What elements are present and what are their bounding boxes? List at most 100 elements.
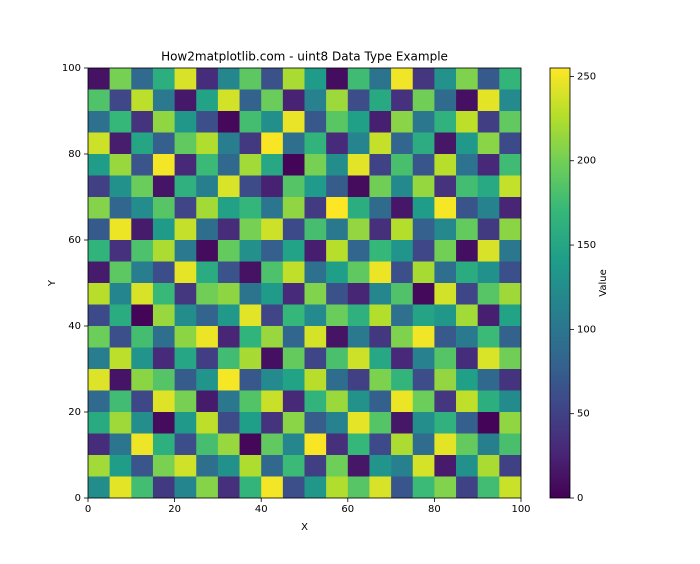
- heatmap-cell: [174, 175, 197, 198]
- heatmap-cell: [217, 89, 240, 112]
- heatmap-cell: [239, 283, 262, 305]
- heatmap-cell: [499, 261, 522, 284]
- heatmap-cell: [391, 111, 414, 133]
- heatmap-cell: [369, 175, 392, 198]
- heatmap-cell: [456, 261, 478, 284]
- heatmap-cell: [412, 68, 435, 90]
- heatmap-cell: [261, 433, 284, 456]
- heatmap-cell: [434, 283, 457, 305]
- heatmap-cell: [217, 455, 240, 477]
- heatmap-cell: [434, 197, 457, 219]
- heatmap-cell: [369, 347, 392, 370]
- heatmap-cell: [326, 68, 349, 90]
- heatmap-cell: [326, 304, 349, 327]
- y-tick-label: 0: [75, 493, 81, 504]
- heatmap-cell: [88, 304, 110, 327]
- heatmap-cell: [391, 412, 414, 434]
- x-tick-label: 0: [85, 504, 91, 515]
- heatmap-cell: [412, 111, 435, 133]
- heatmap-cell: [88, 175, 110, 198]
- heatmap-cell: [196, 455, 219, 477]
- heatmap-cell: [369, 412, 392, 434]
- heatmap-cell: [196, 412, 219, 434]
- heatmap-cell: [239, 154, 262, 176]
- heatmap-cell: [369, 283, 392, 305]
- heatmap-cell: [217, 476, 240, 499]
- heatmap-cell: [499, 369, 522, 391]
- heatmap-cell: [499, 175, 522, 198]
- heatmap-cell: [109, 240, 132, 262]
- heatmap-cell: [434, 347, 457, 370]
- heatmap-cell: [88, 390, 110, 413]
- heatmap-cell: [196, 304, 219, 327]
- heatmap-cell: [131, 476, 154, 499]
- heatmap-cell: [261, 197, 284, 219]
- heatmap-cell: [304, 218, 327, 241]
- heatmap-cell: [174, 326, 197, 348]
- heatmap-cell: [282, 326, 305, 348]
- heatmap-cell: [347, 89, 370, 112]
- heatmap-cell: [152, 154, 175, 176]
- heatmap-cell: [196, 347, 219, 370]
- heatmap-cell: [261, 304, 284, 327]
- heatmap-cell: [196, 68, 219, 90]
- heatmap-cell: [326, 218, 349, 241]
- heatmap-cell: [434, 433, 457, 456]
- heatmap-cell: [412, 175, 435, 198]
- heatmap-cell: [131, 197, 154, 219]
- heatmap-cell: [152, 283, 175, 305]
- heatmap-cell: [109, 476, 132, 499]
- heatmap-cell: [412, 240, 435, 262]
- heatmap-cell: [326, 261, 349, 284]
- heatmap-cell: [304, 240, 327, 262]
- heatmap-cell: [261, 111, 284, 133]
- heatmap-cell: [282, 154, 305, 176]
- heatmap-cell: [477, 326, 500, 348]
- heatmap-cell: [261, 347, 284, 370]
- heatmap-cell: [456, 433, 478, 456]
- heatmap-cell: [282, 347, 305, 370]
- heatmap-cell: [196, 433, 219, 456]
- heatmap-cell: [304, 326, 327, 348]
- heatmap-cell: [174, 89, 197, 112]
- heatmap-cell: [477, 175, 500, 198]
- heatmap-cell: [456, 412, 478, 434]
- heatmap-cell: [152, 132, 175, 155]
- heatmap-cell: [304, 68, 327, 90]
- heatmap-cell: [261, 132, 284, 155]
- heatmap-cell: [456, 476, 478, 499]
- heatmap-cell: [369, 197, 392, 219]
- heatmap-cell: [217, 369, 240, 391]
- heatmap-cell: [391, 154, 414, 176]
- heatmap-cell: [477, 369, 500, 391]
- heatmap-cell: [434, 218, 457, 241]
- heatmap-cell: [434, 132, 457, 155]
- heatmap-cell: [109, 154, 132, 176]
- heatmap-cell: [152, 240, 175, 262]
- heatmap-cell: [412, 369, 435, 391]
- heatmap-cell: [131, 175, 154, 198]
- heatmap-cell: [304, 111, 327, 133]
- heatmap-cell: [434, 412, 457, 434]
- heatmap-cell: [261, 390, 284, 413]
- heatmap-cell: [131, 89, 154, 112]
- heatmap-cell: [477, 218, 500, 241]
- heatmap-cell: [152, 369, 175, 391]
- heatmap-cell: [304, 132, 327, 155]
- heatmap-cell: [131, 154, 154, 176]
- heatmap-cell: [88, 455, 110, 477]
- heatmap-cell: [174, 455, 197, 477]
- heatmap-cell: [391, 218, 414, 241]
- heatmap-cell: [174, 197, 197, 219]
- heatmap-cell: [282, 197, 305, 219]
- heatmap-cell: [391, 89, 414, 112]
- y-tick-label: 80: [68, 149, 81, 160]
- heatmap-cell: [391, 132, 414, 155]
- heatmap-cell: [347, 261, 370, 284]
- x-tick-label: 60: [341, 504, 354, 515]
- heatmap-cell: [369, 433, 392, 456]
- heatmap-cell: [174, 304, 197, 327]
- heatmap-cell: [196, 175, 219, 198]
- heatmap-cell: [412, 433, 435, 456]
- heatmap-cell: [477, 433, 500, 456]
